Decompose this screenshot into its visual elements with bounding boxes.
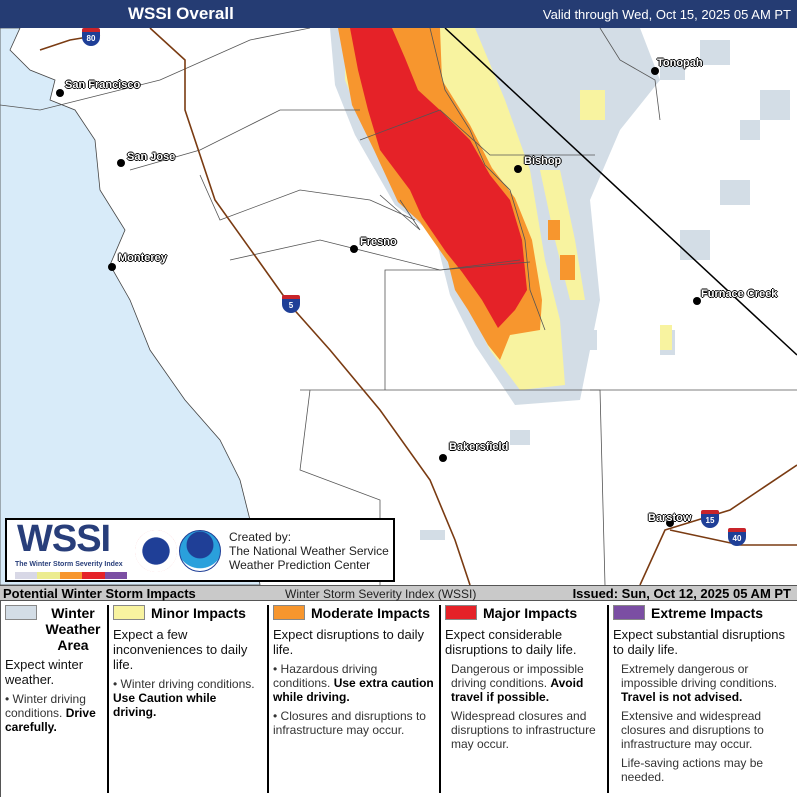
legend-minor: Minor Impacts Expect a few inconvenience… xyxy=(107,605,267,793)
swatch-moderate xyxy=(273,605,305,620)
legend-bullet: Life-saving actions may be needed. xyxy=(621,756,764,784)
legend-headline: Expect considerable disruptions to daily… xyxy=(445,627,577,657)
interstate-shield: 15 xyxy=(701,510,719,528)
legend-bullet: • Hazardous driving conditions. Use extr… xyxy=(273,662,434,704)
legend-bullet: Extensive and widespread closures and di… xyxy=(621,709,764,751)
legend-headline: Expect winter weather. xyxy=(5,657,84,687)
legend-major: Major Impacts Expect considerable disrup… xyxy=(439,605,607,793)
valid-time: Valid through Wed, Oct 15, 2025 05 AM PT xyxy=(542,7,791,22)
wssi-logo: WSSI xyxy=(17,518,111,560)
legend-title: Minor Impacts xyxy=(151,605,246,621)
county-lines xyxy=(0,28,797,585)
legend-headline: Expect a few inconveniences to daily lif… xyxy=(113,627,248,672)
index-name: Winter Storm Severity Index (WSSI) xyxy=(285,587,477,601)
city-dot xyxy=(56,89,64,97)
city-label: Bishop xyxy=(524,155,562,167)
legend-headline: Expect disruptions to daily life. xyxy=(273,627,425,657)
ocean xyxy=(0,28,261,585)
legend: Winter Weather Area Expect winter weathe… xyxy=(0,601,797,797)
logo-box: WSSI The Winter Storm Severity Index Cre… xyxy=(5,518,395,582)
noaa-logo-icon xyxy=(179,530,221,572)
city-label: San Jose xyxy=(127,151,176,163)
wssi-color-bar xyxy=(15,572,128,579)
header-bar: WSSI Overall Valid through Wed, Oct 15, … xyxy=(0,0,797,28)
city-label: Tonopah xyxy=(657,57,703,69)
interstate-shield: 40 xyxy=(728,528,746,546)
map-title: WSSI Overall xyxy=(128,4,234,23)
wssi-map[interactable]: San Francisco San Jose Monterey Fresno B… xyxy=(0,28,797,585)
legend-bullet: • Winter driving conditions. Drive caref… xyxy=(5,692,96,734)
wssi-subtitle: The Winter Storm Severity Index xyxy=(15,561,123,568)
status-bar: Potential Winter Storm Impacts Winter St… xyxy=(0,585,797,601)
swatch-extreme xyxy=(613,605,645,620)
legend-bullet: • Winter driving conditions. Use Caution… xyxy=(113,677,255,719)
org-nws: The National Weather Service xyxy=(229,544,389,558)
issued-time: Issued: Sun, Oct 12, 2025 05 AM PT xyxy=(572,586,791,601)
legend-bullet: Widespread closures and disruptions to i… xyxy=(451,709,596,751)
city-label: San Francisco xyxy=(65,79,141,91)
legend-bullet: • Closures and disruptions to infrastruc… xyxy=(273,709,426,737)
city-dot xyxy=(514,165,522,173)
interstate-shield: 5 xyxy=(282,295,300,313)
city-label: Monterey xyxy=(118,252,167,264)
legend-extreme: Extreme Impacts Expect substantial disru… xyxy=(607,605,797,793)
legend-title: Extreme Impacts xyxy=(651,605,764,621)
swatch-minor xyxy=(113,605,145,620)
city-label: Barstow xyxy=(648,512,692,524)
city-dot xyxy=(666,519,674,527)
city-label: Fresno xyxy=(360,236,397,248)
interstate-shield: 80 xyxy=(82,28,100,46)
city-dot xyxy=(117,159,125,167)
nws-logo-icon xyxy=(135,530,177,572)
map-svg xyxy=(0,28,797,585)
city-dot xyxy=(108,263,116,271)
city-label: Bakersfield xyxy=(449,441,509,453)
legend-bullet: Extremely dangerous or impossible drivin… xyxy=(621,662,778,704)
legend-title: Major Impacts xyxy=(483,605,578,621)
legend-title: Winter Weather Area xyxy=(45,605,101,653)
created-by: Created by: xyxy=(229,530,292,544)
swatch-major xyxy=(445,605,477,620)
city-dot xyxy=(651,67,659,75)
city-dot xyxy=(693,297,701,305)
city-dot xyxy=(350,245,358,253)
state-line xyxy=(444,28,797,356)
impacts-heading: Potential Winter Storm Impacts xyxy=(3,586,196,601)
major-impacts xyxy=(350,28,527,328)
legend-headline: Expect substantial disruptions to daily … xyxy=(613,627,785,657)
legend-winter: Winter Weather Area Expect winter weathe… xyxy=(1,605,107,793)
swatch-winter xyxy=(5,605,37,620)
legend-bullet: Dangerous or impossible driving conditio… xyxy=(451,662,584,704)
org-wpc: Weather Prediction Center xyxy=(229,558,371,572)
legend-title: Moderate Impacts xyxy=(311,605,431,621)
legend-moderate: Moderate Impacts Expect disruptions to d… xyxy=(267,605,439,793)
city-label: Furnace Creek xyxy=(701,288,778,300)
city-dot xyxy=(439,454,447,462)
